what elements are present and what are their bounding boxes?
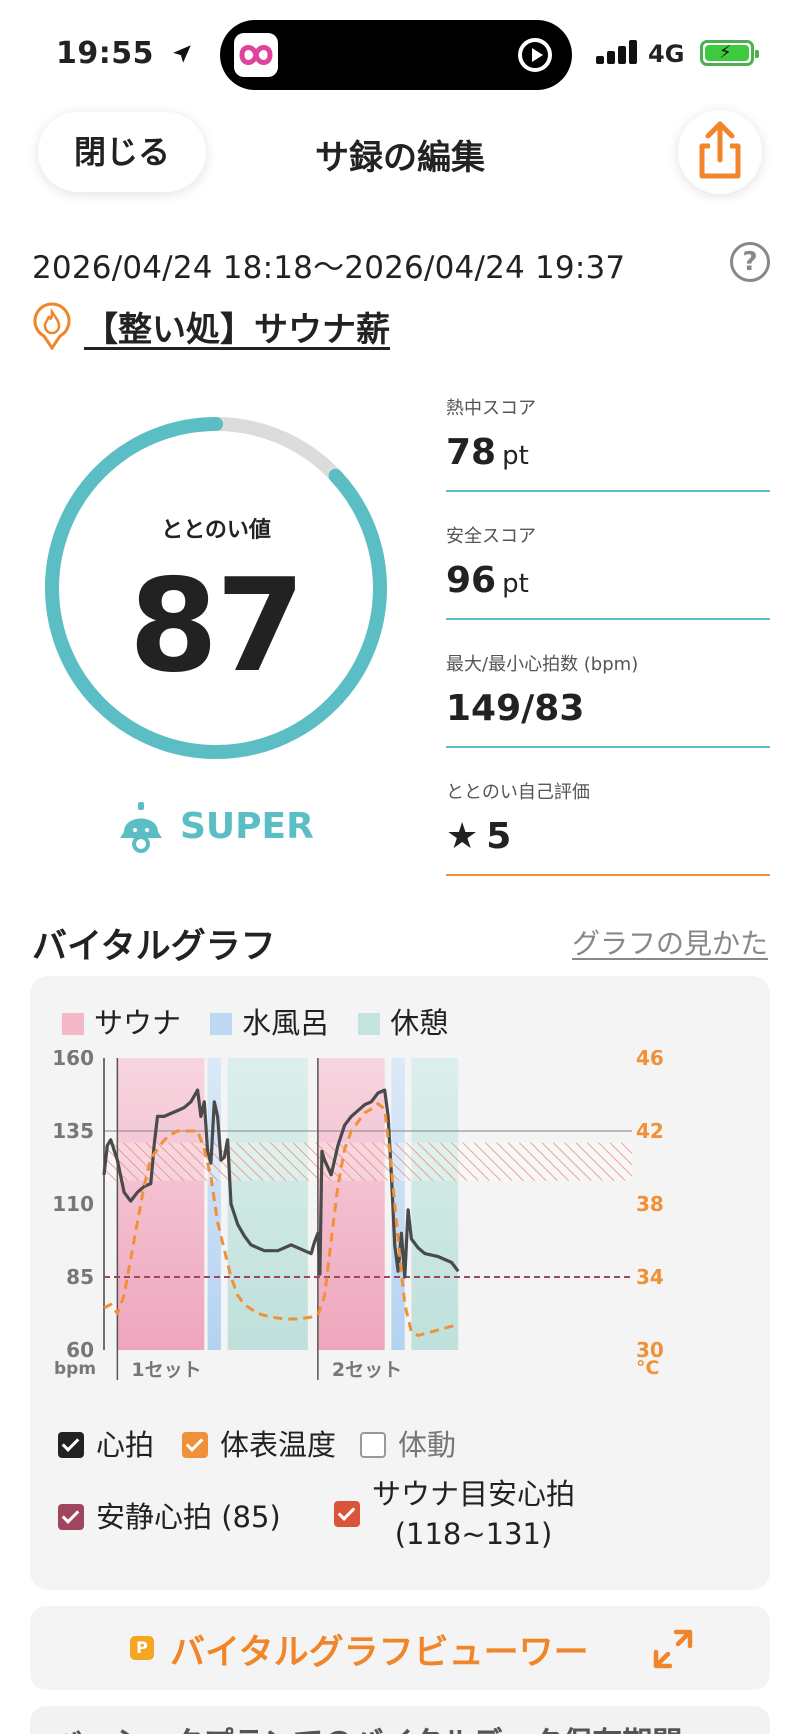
graph-help-link[interactable]: グラフの見かた (571, 927, 768, 960)
phase-legend: サウナ 水風呂 休憩 (62, 1000, 472, 1040)
stat-value: 149/83 (446, 688, 585, 729)
left-axis: 60 85 110 135 160 bpm (52, 1050, 96, 1379)
toggle-resting-hr[interactable]: 安静心拍 (85) (58, 1494, 281, 1536)
dynamic-island (220, 20, 572, 90)
viewer-button-label: バイタルグラフビューワー (170, 1633, 589, 1673)
stat-value: 5 (486, 816, 512, 857)
skin-temp-line (103, 1102, 459, 1337)
heat-score[interactable]: 熱中スコア 78 pt (446, 390, 770, 518)
rank-label: SUPER (180, 806, 314, 847)
status-time: 19:55 (56, 36, 193, 71)
score-value: 87 (128, 552, 305, 701)
legend-sauna: サウナ (62, 1000, 181, 1042)
vital-graph-card: サウナ 水風呂 休憩 60 85 110 135 160 bpm 30 34 38 42 46 °C… (30, 976, 770, 1590)
left-axis-unit: bpm (54, 1359, 96, 1379)
facility-name: 【整い処】サウナ薪 (84, 310, 390, 350)
battery-icon: ⚡ (700, 40, 759, 66)
stat-label: 熱中スコア (446, 398, 536, 419)
right-tick-label: 42 (636, 1119, 664, 1143)
toggle-target-hr[interactable]: サウナ目安心拍 (118~131) (334, 1474, 575, 1554)
premium-badge-icon: P (130, 1636, 154, 1660)
app-icon (234, 33, 278, 77)
page-title: サ録の編集 (315, 138, 485, 178)
right-tick-label: 38 (636, 1192, 664, 1216)
left-tick-label: 135 (52, 1119, 94, 1143)
legend-cold-bath: 水風呂 (210, 1000, 329, 1042)
right-axis-unit: °C (636, 1357, 659, 1379)
safety-score[interactable]: 安全スコア 96 pt (446, 518, 770, 646)
location-arrow-icon (173, 45, 191, 63)
plan-info-banner[interactable]: ベーシックプランでのバイタルデータ保存期間 (30, 1706, 770, 1734)
session-datetime: 2026/04/24 18:18～2026/04/24 19:37 (32, 250, 626, 286)
phase-bands (104, 1058, 632, 1350)
gauge-progress-arc (45, 417, 387, 759)
share-button[interactable] (678, 110, 762, 194)
right-tick-label: 46 (636, 1050, 664, 1070)
left-tick-label: 110 (52, 1192, 94, 1216)
target-hr-band (104, 1142, 632, 1181)
legend-rest: 休憩 (358, 1000, 448, 1042)
nav-bar: 閉じる サ録の編集 (0, 100, 800, 210)
toggle-skin-temp[interactable]: 体表温度 (182, 1422, 336, 1464)
vital-graph-title: バイタルグラフ (32, 927, 276, 967)
x-axis-labels: 1セット 2セット (131, 1359, 402, 1381)
phase-band (227, 1058, 308, 1350)
left-tick-label: 85 (66, 1265, 94, 1289)
star-icon: ★ (446, 816, 479, 857)
toggle-heart-rate[interactable]: 心拍 (58, 1422, 154, 1464)
signal-icon (596, 40, 640, 64)
phase-band (117, 1058, 205, 1350)
plan-info-text: ベーシックプランでのバイタルデータ保存期間 (54, 1718, 682, 1734)
vital-chart[interactable]: 60 85 110 135 160 bpm 30 34 38 42 46 °C 1セット 2セット (30, 1050, 770, 1410)
expand-icon (653, 1629, 693, 1669)
share-icon (699, 121, 741, 179)
stat-label: 安全スコア (446, 526, 536, 547)
screen-record-icon[interactable] (518, 38, 552, 72)
phase-band (317, 1058, 385, 1350)
stat-label: 最大/最小心拍数 (bpm) (446, 654, 639, 675)
series-lines (102, 1088, 460, 1337)
vital-graph-viewer-button[interactable]: P バイタルグラフビューワー (30, 1606, 770, 1690)
totonoi-gauge (45, 417, 387, 759)
heart-rate-line (102, 1088, 460, 1279)
right-tick-label: 30 (636, 1338, 664, 1362)
bell-icon (120, 802, 162, 853)
stat-unit: pt (502, 441, 529, 471)
right-axis: 30 34 38 42 46 °C (636, 1050, 664, 1379)
phase-band (411, 1058, 459, 1350)
self-rating[interactable]: ととのい自己評価 ★ 5 (446, 774, 770, 902)
left-tick-label: 160 (52, 1050, 94, 1070)
network-type: 4G (648, 40, 685, 68)
set-label: 1セット (131, 1359, 201, 1381)
toggle-body-motion[interactable]: 体動 (360, 1422, 456, 1464)
left-tick-label: 60 (66, 1338, 94, 1362)
right-tick-label: 34 (636, 1265, 664, 1289)
status-bar: 19:55 4G ⚡ (0, 0, 800, 100)
stat-label: ととのい自己評価 (446, 782, 590, 803)
sauna-pin-icon (33, 302, 71, 350)
set-label: 2セット (332, 1359, 402, 1381)
stats-panel: 熱中スコア 78 pt 安全スコア 96 pt 最大/最小心拍数 (bpm) 149… (446, 390, 770, 902)
score-label: ととのい値 (161, 518, 271, 543)
stat-unit: pt (502, 569, 529, 599)
stat-value: 96 (446, 560, 497, 601)
close-button[interactable]: 閉じる (38, 112, 206, 192)
stat-value: 78 (446, 432, 497, 473)
heart-rate-range[interactable]: 最大/最小心拍数 (bpm) 149/83 (446, 646, 770, 774)
help-icon[interactable]: ? (730, 242, 770, 282)
